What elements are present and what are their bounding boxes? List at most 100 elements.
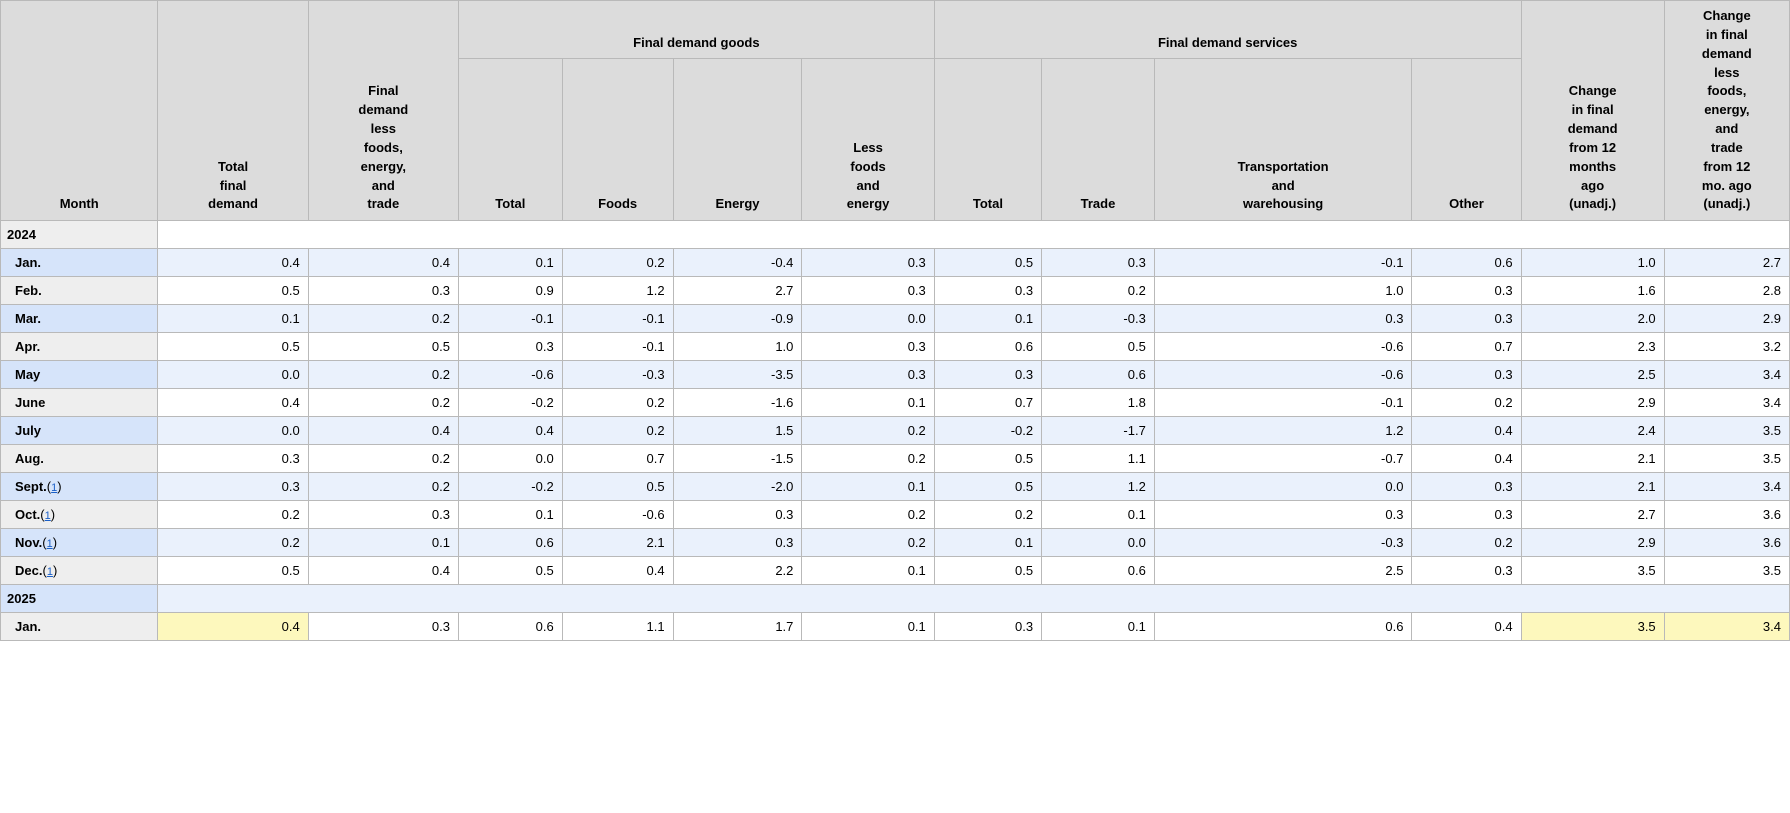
year-label: 2024 [1, 221, 158, 249]
data-cell: 0.2 [562, 249, 673, 277]
data-cell: 0.6 [934, 333, 1041, 361]
col-services-tw: Transportationandwarehousing [1154, 59, 1412, 221]
data-cell: -2.0 [673, 473, 802, 501]
data-cell: 0.0 [158, 417, 308, 445]
footnote-link[interactable]: 1 [51, 482, 57, 494]
data-cell: 0.1 [802, 389, 934, 417]
data-cell: -1.7 [1042, 417, 1155, 445]
data-cell: 2.7 [673, 277, 802, 305]
data-cell: 0.3 [308, 613, 458, 641]
data-cell: 0.5 [934, 557, 1041, 585]
data-cell: 0.2 [934, 501, 1041, 529]
data-cell: 0.3 [802, 277, 934, 305]
footnote-link[interactable]: 1 [47, 566, 53, 578]
data-cell: 0.0 [1042, 529, 1155, 557]
data-cell: 2.7 [1521, 501, 1664, 529]
data-cell: 0.3 [1412, 277, 1521, 305]
table-header: Month Totalfinaldemand Finaldemandlessfo… [1, 1, 1790, 221]
table-body: 2024Jan.0.40.40.10.2-0.40.30.50.3-0.10.6… [1, 221, 1790, 641]
row-month: Mar. [1, 305, 158, 333]
data-cell: 0.1 [934, 529, 1041, 557]
data-cell: 0.2 [308, 445, 458, 473]
table-row: Mar.0.10.2-0.1-0.1-0.90.00.1-0.30.30.32.… [1, 305, 1790, 333]
col-goods-foods: Foods [562, 59, 673, 221]
data-cell: 0.7 [934, 389, 1041, 417]
data-cell: 0.2 [562, 417, 673, 445]
data-cell: 0.6 [1412, 249, 1521, 277]
colgroup-services: Final demand services [934, 1, 1521, 59]
data-cell: 0.1 [1042, 501, 1155, 529]
data-cell: 1.1 [562, 613, 673, 641]
footnote-link[interactable]: 1 [47, 538, 53, 550]
data-cell: 0.4 [158, 249, 308, 277]
data-cell: 1.2 [562, 277, 673, 305]
col-month: Month [1, 1, 158, 221]
data-cell: -0.3 [1154, 529, 1412, 557]
data-cell: 2.1 [1521, 445, 1664, 473]
data-cell: 1.1 [1042, 445, 1155, 473]
data-cell: 0.3 [458, 333, 562, 361]
row-month: Apr. [1, 333, 158, 361]
data-cell: 2.5 [1154, 557, 1412, 585]
data-cell: 1.7 [673, 613, 802, 641]
data-cell: 0.3 [1154, 501, 1412, 529]
data-cell: 0.2 [802, 529, 934, 557]
data-cell: 0.4 [158, 613, 308, 641]
data-cell: 0.3 [308, 277, 458, 305]
table-row: May0.00.2-0.6-0.3-3.50.30.30.6-0.60.32.5… [1, 361, 1790, 389]
data-cell: 0.4 [1412, 417, 1521, 445]
data-cell: 1.0 [673, 333, 802, 361]
data-cell: 0.7 [1412, 333, 1521, 361]
data-cell: 0.3 [802, 249, 934, 277]
data-cell: 0.3 [934, 277, 1041, 305]
col-goods-total: Total [458, 59, 562, 221]
data-cell: 0.3 [1412, 361, 1521, 389]
data-cell: 0.4 [1412, 613, 1521, 641]
table-row: Feb.0.50.30.91.22.70.30.30.21.00.31.62.8 [1, 277, 1790, 305]
data-cell: 3.4 [1664, 473, 1789, 501]
row-month: Oct.(1) [1, 501, 158, 529]
data-cell: 1.2 [1154, 417, 1412, 445]
data-cell: 0.3 [802, 333, 934, 361]
data-cell: 0.3 [1412, 305, 1521, 333]
data-cell: -0.4 [673, 249, 802, 277]
table-row: Dec.(1)0.50.40.50.42.20.10.50.62.50.33.5… [1, 557, 1790, 585]
data-cell: 1.2 [1042, 473, 1155, 501]
data-cell: 0.6 [458, 529, 562, 557]
data-cell: 2.7 [1664, 249, 1789, 277]
data-cell: 0.3 [308, 501, 458, 529]
data-cell: 0.4 [458, 417, 562, 445]
data-cell: 2.5 [1521, 361, 1664, 389]
data-cell: 0.3 [934, 613, 1041, 641]
data-cell: 0.2 [308, 361, 458, 389]
data-cell: 0.5 [562, 473, 673, 501]
table-row: Sept.(1)0.30.2-0.20.5-2.00.10.51.20.00.3… [1, 473, 1790, 501]
row-month: Dec.(1) [1, 557, 158, 585]
footnote-link[interactable]: 1 [45, 510, 51, 522]
col-goods-lfe: Lessfoodsandenergy [802, 59, 934, 221]
data-cell: 0.3 [1154, 305, 1412, 333]
data-cell: 0.2 [562, 389, 673, 417]
data-cell: 2.2 [673, 557, 802, 585]
data-cell: 3.5 [1521, 557, 1664, 585]
data-cell: 1.0 [1154, 277, 1412, 305]
table-row: Jan.0.40.40.10.2-0.40.30.50.3-0.10.61.02… [1, 249, 1790, 277]
data-cell: 0.2 [802, 501, 934, 529]
data-cell: 0.1 [802, 557, 934, 585]
year-fill [158, 585, 1790, 613]
row-month: June [1, 389, 158, 417]
data-cell: 0.3 [1412, 501, 1521, 529]
data-cell: 2.9 [1521, 389, 1664, 417]
data-cell: 0.5 [158, 557, 308, 585]
data-cell: 0.3 [1412, 473, 1521, 501]
data-cell: 3.5 [1664, 417, 1789, 445]
data-cell: 2.9 [1664, 305, 1789, 333]
data-cell: -0.3 [1042, 305, 1155, 333]
data-cell: 0.5 [308, 333, 458, 361]
data-cell: 2.8 [1664, 277, 1789, 305]
colgroup-goods: Final demand goods [458, 1, 934, 59]
data-cell: -0.6 [562, 501, 673, 529]
data-cell: 0.6 [458, 613, 562, 641]
row-month: Sept.(1) [1, 473, 158, 501]
data-cell: 0.0 [158, 361, 308, 389]
